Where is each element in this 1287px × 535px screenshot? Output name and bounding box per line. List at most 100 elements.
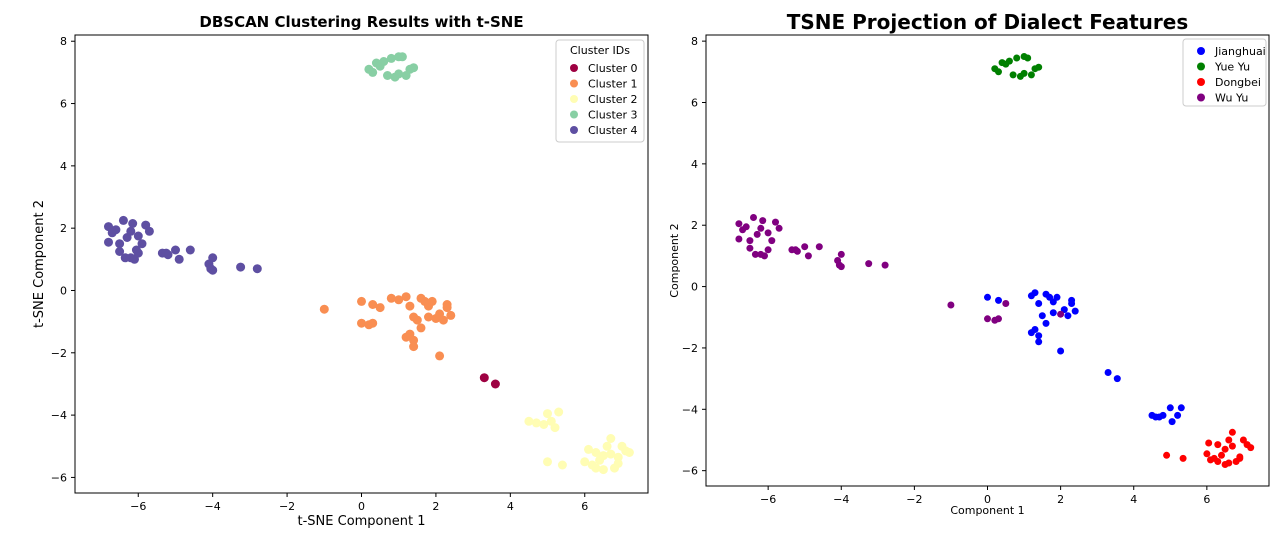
chart2-x-tick-label: 4 [1130, 493, 1137, 506]
chart1-point-cluster-1 [319, 304, 329, 314]
chart1-legend-marker [570, 110, 578, 119]
chart2-y-tick-label: −6 [682, 465, 698, 478]
chart1-y-axis-label: t-SNE Component 2 [32, 200, 47, 328]
chart2-point-wu-yu [801, 243, 809, 251]
chart2-point-jianghuai [1035, 300, 1043, 307]
chart2-point-wu-yu [753, 230, 761, 238]
chart2-point-jianghuai [1071, 307, 1079, 315]
chart1-point-cluster-2 [543, 409, 552, 419]
chart2-legend-label: Wu Yu [1215, 92, 1248, 105]
chart1-y-tick-label: 2 [60, 222, 67, 235]
chart2-point-jianghuai [1064, 312, 1072, 320]
chart2-point-jianghuai [1042, 319, 1050, 327]
chart1-point-cluster-1 [446, 310, 456, 320]
chart1-point-cluster-1 [375, 303, 385, 313]
chart2-point-dongbei [1236, 454, 1244, 462]
chart2-point-wu-yu [995, 315, 1002, 323]
chart2-point-jianghuai [1104, 369, 1112, 376]
chart2-point-wu-yu [804, 252, 812, 260]
chart2-point-dongbei [1225, 459, 1233, 467]
chart1-point-cluster-4 [115, 247, 125, 256]
chart2-point-jianghuai [1053, 293, 1061, 301]
chart1-x-tick-label: −4 [205, 500, 221, 513]
chart1-point-cluster-4 [174, 254, 184, 264]
chart1-point-cluster-1 [409, 342, 419, 352]
chart1-legend-label: Cluster 4 [588, 124, 638, 137]
chart2-point-jianghuai [1113, 375, 1121, 383]
chart2-legend-box [1182, 38, 1267, 107]
chart2-point-jianghuai [1068, 300, 1076, 307]
chart2-point-dongbei [1214, 441, 1222, 449]
chart1-point-cluster-4 [171, 245, 180, 255]
chart2-legend-label: Dongbei [1215, 76, 1261, 89]
chart2-point-wu-yu [768, 237, 776, 245]
chart2-x-tick-label: 2 [1057, 493, 1064, 506]
chart1-point-cluster-1 [394, 295, 404, 305]
chart2-point-jianghuai [1038, 312, 1046, 320]
chart2-point-jianghuai [1035, 338, 1043, 346]
chart1-point-cluster-4 [115, 239, 125, 249]
chart1-y-tick-label: 0 [60, 284, 67, 297]
chart2-point-wu-yu [759, 217, 767, 225]
chart2-y-tick-label: −4 [682, 403, 698, 416]
chart2-point-wu-yu [757, 224, 765, 232]
chart1-point-cluster-1 [435, 351, 445, 361]
chart2-point-yue-yu [1024, 54, 1032, 62]
chart1-legend-title: Cluster IDs [570, 44, 630, 57]
chart1-x-tick-label: 6 [581, 500, 588, 513]
chart1-x-tick-label: 2 [432, 500, 439, 513]
chart1-y-tick-label: −4 [51, 409, 67, 422]
chart2-legend-marker [1197, 78, 1205, 86]
chart1-point-cluster-2 [613, 452, 623, 462]
chart1-point-cluster-2 [554, 407, 564, 417]
chart1-point-cluster-4 [128, 219, 138, 228]
chart1-point-cluster-3 [383, 71, 392, 80]
chart2-point-jianghuai [1166, 404, 1174, 412]
chart2-point-wu-yu [746, 244, 754, 252]
chart1-point-cluster-4 [118, 215, 128, 225]
chart2-point-yue-yu [1013, 54, 1021, 62]
chart2-point-wu-yu [837, 250, 845, 258]
chart1-point-cluster-4 [107, 228, 117, 238]
chart1-point-cluster-4 [120, 253, 130, 263]
chart1-point-cluster-1 [416, 323, 426, 333]
chart2-point-jianghuai [1057, 347, 1065, 355]
chart1-point-cluster-4 [131, 245, 141, 255]
chart1-point-cluster-3 [397, 52, 407, 62]
chart1-point-cluster-1 [357, 318, 366, 328]
chart2-x-tick-label: 6 [1203, 493, 1210, 506]
chart2-y-tick-label: 2 [691, 219, 698, 232]
chart2-point-jianghuai [1155, 413, 1163, 421]
chart2-y-tick-label: 0 [691, 281, 698, 294]
chart2-legend-label: Jianghuai [1214, 45, 1266, 58]
chart1-point-cluster-2 [602, 441, 612, 451]
chart1-point-cluster-2 [591, 448, 601, 457]
chart1-point-cluster-3 [386, 53, 396, 63]
chart2-y-tick-label: 6 [691, 96, 698, 109]
chart2-point-jianghuai [1027, 329, 1035, 337]
chart1-point-cluster-4 [252, 264, 262, 274]
chart2-point-yue-yu [1009, 71, 1017, 79]
chart1-legend-marker [570, 64, 578, 72]
chart2-point-dongbei [1207, 456, 1214, 464]
chart2-point-wu-yu [735, 220, 743, 228]
chart2-legend-marker [1197, 62, 1205, 71]
chart2-point-yue-yu [1020, 69, 1028, 77]
chart2-point-wu-yu [764, 229, 772, 237]
chart2-point-wu-yu [793, 247, 801, 255]
chart1-point-cluster-1 [386, 293, 396, 303]
chart2-point-wu-yu [761, 252, 768, 260]
chart2-point-jianghuai [984, 293, 991, 301]
chart2-y-tick-label: 4 [691, 158, 698, 171]
chart1-legend-label: Cluster 3 [588, 109, 638, 122]
chart1-point-cluster-2 [624, 448, 634, 457]
chart1-point-cluster-4 [137, 239, 147, 249]
chart1-point-cluster-1 [368, 300, 378, 309]
chart1-point-cluster-4 [144, 226, 154, 236]
chart2-point-wu-yu [865, 260, 873, 268]
chart1-point-cluster-0 [479, 373, 489, 383]
chart1-point-cluster-2 [584, 444, 593, 454]
chart1-x-tick-label: 4 [507, 500, 514, 513]
chart2-point-jianghuai [1177, 404, 1185, 412]
chart2-point-dongbei [1221, 445, 1229, 453]
